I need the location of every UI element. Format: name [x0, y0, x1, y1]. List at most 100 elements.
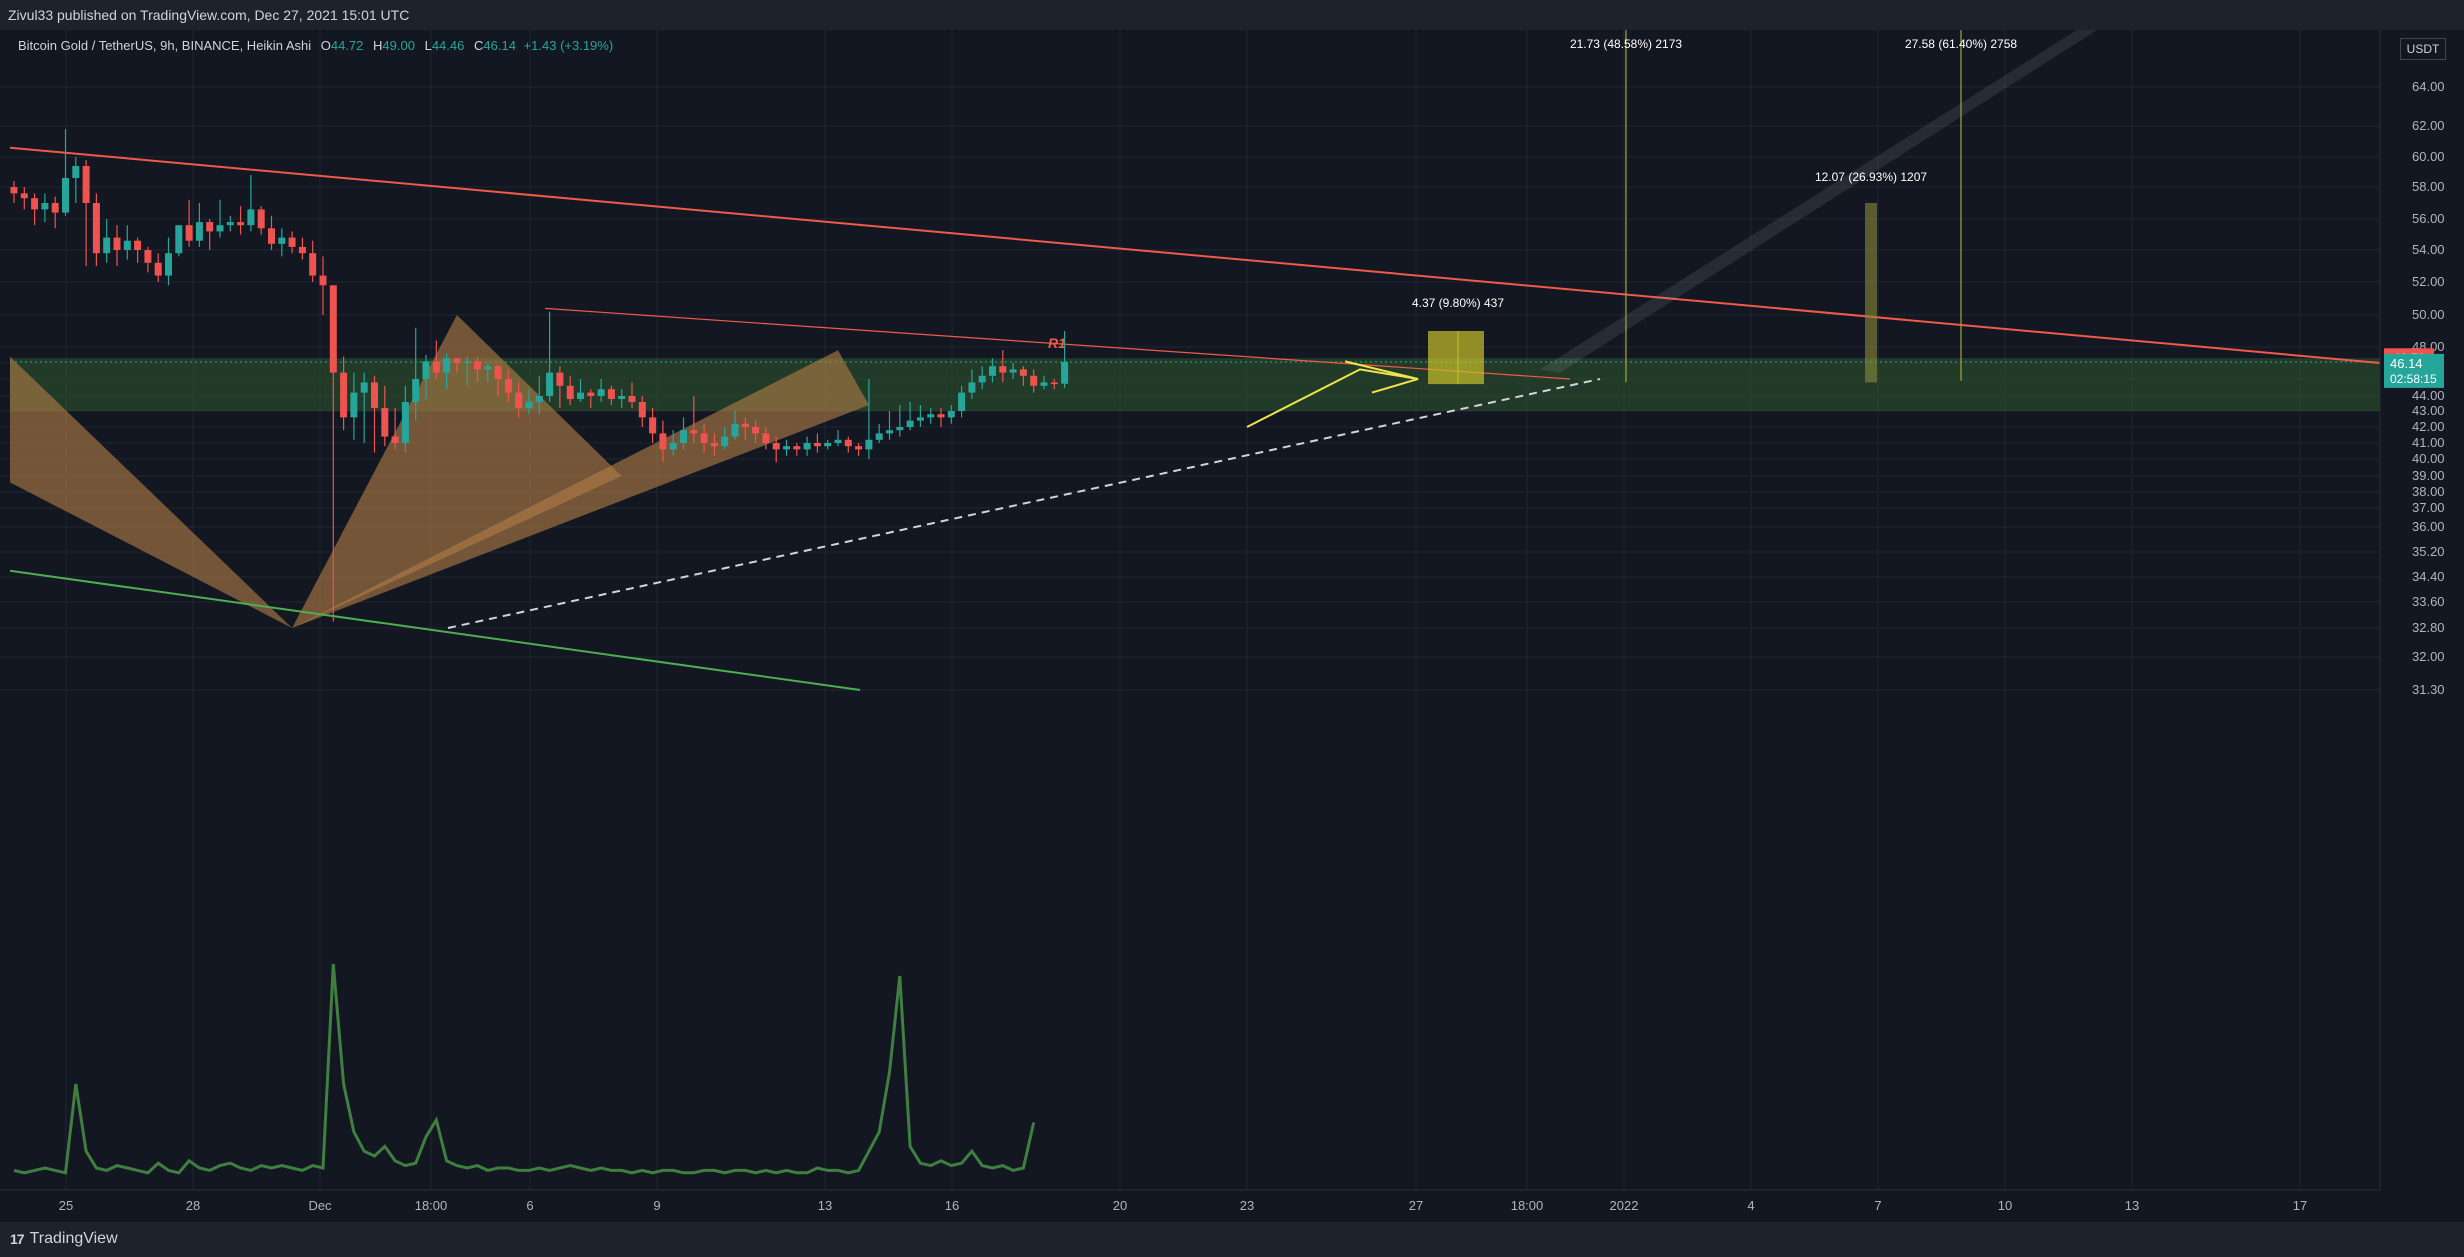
- pattern-triangle: [292, 315, 622, 628]
- candle-body: [319, 275, 327, 286]
- candle-body: [216, 225, 224, 232]
- symbol-label[interactable]: Bitcoin Gold / TetherUS, 9h, BINANCE, He…: [18, 38, 312, 53]
- candle-body: [206, 222, 214, 232]
- candle-body: [875, 433, 883, 440]
- candle-body: [752, 427, 760, 434]
- x-tick-label: 17: [2293, 1198, 2307, 1213]
- candle-body: [535, 396, 543, 402]
- candle-body: [813, 443, 821, 447]
- x-tick-label: 20: [1113, 1198, 1127, 1213]
- pennant-lines: [1246, 368, 1419, 428]
- y-tick-label: 60.00: [2412, 149, 2445, 164]
- x-tick-label: 25: [59, 1198, 73, 1213]
- resistance-trendline: [9, 146, 2381, 364]
- y-tick-label: 56.00: [2412, 211, 2445, 226]
- candle-body: [855, 446, 863, 450]
- y-tick-label: 42.00: [2412, 419, 2445, 434]
- candle-body: [92, 203, 100, 254]
- volume-line: [13, 963, 1036, 1175]
- candle-body: [391, 436, 399, 443]
- candle-body: [453, 358, 461, 363]
- candle-body: [350, 392, 358, 418]
- candle-body: [896, 427, 904, 431]
- x-tick-label: 4: [1747, 1198, 1754, 1213]
- y-tick-label: 33.60: [2412, 594, 2445, 609]
- current-price-label: 46.14: [2390, 356, 2423, 371]
- candle-body: [587, 392, 595, 396]
- candle-body: [412, 379, 420, 402]
- candle-body: [958, 392, 966, 411]
- x-tick-label: 7: [1874, 1198, 1881, 1213]
- y-tick-label: 36.00: [2412, 519, 2445, 534]
- candle-body: [185, 225, 193, 241]
- candle-body: [515, 392, 523, 408]
- close-label: C: [474, 38, 484, 53]
- candle-body: [546, 372, 554, 396]
- candle-body: [978, 375, 986, 383]
- candle-body: [999, 366, 1007, 373]
- candle-body: [62, 178, 69, 213]
- harmonic-patterns: [10, 315, 869, 628]
- candle-body: [886, 430, 893, 434]
- x-tick-label: 9: [653, 1198, 660, 1213]
- candle-body: [195, 222, 203, 241]
- candle-body: [144, 250, 152, 263]
- candle-body: [659, 433, 667, 450]
- candle-body: [556, 372, 564, 386]
- candle-body: [226, 222, 234, 226]
- close-value: 46.14: [483, 38, 516, 53]
- candle-body: [989, 366, 996, 376]
- y-tick-label: 35.20: [2412, 544, 2445, 559]
- candle-body: [298, 246, 306, 254]
- open-label: O: [320, 38, 331, 53]
- y-tick-label: 40.00: [2412, 451, 2445, 466]
- candle-body: [597, 389, 605, 396]
- y-tick-label: 54.00: [2412, 242, 2445, 257]
- candle-body: [649, 417, 657, 434]
- candle-body: [803, 443, 811, 450]
- y-tick-label: 43.00: [2412, 403, 2445, 418]
- candle-body: [175, 225, 183, 254]
- x-tick-label: 18:00: [1511, 1198, 1544, 1213]
- price-chart[interactable]: R1 4.37 (9.80%) 437 12.07 (26.93%) 1207 21…: [0, 30, 2464, 1222]
- x-tick-label: 23: [1240, 1198, 1254, 1213]
- candle-body: [906, 420, 914, 427]
- candle-body: [31, 198, 39, 210]
- candle-body: [927, 414, 935, 418]
- tradingview-logo[interactable]: 17 TradingView: [10, 1230, 118, 1248]
- candle-body: [669, 443, 677, 450]
- candle-body: [1009, 369, 1017, 373]
- candle-body: [340, 372, 348, 418]
- y-tick-label: 44.00: [2412, 388, 2445, 403]
- candle-body: [309, 253, 317, 276]
- candle-body: [82, 166, 90, 203]
- candle-body: [731, 423, 739, 437]
- x-tick-label: 6: [526, 1198, 533, 1213]
- pattern-triangle: [292, 350, 869, 628]
- measure-tools: 4.37 (9.80%) 437 12.07 (26.93%) 1207 21.73…: [1412, 30, 2017, 385]
- currency-unit-button[interactable]: USDT: [2400, 38, 2446, 60]
- x-tick-label: Dec: [308, 1198, 332, 1213]
- candle-body: [103, 237, 111, 254]
- axes: 64.00 62.00 60.00 58.00 56.00 54.00 52.00 50.00…: [0, 30, 2445, 1213]
- candle-body: [10, 187, 18, 194]
- candle-body: [638, 402, 646, 418]
- candle-body: [154, 262, 162, 276]
- measure-label-4: 27.58 (61.40%) 2758: [1905, 37, 2017, 51]
- y-tick-label: 52.00: [2412, 274, 2445, 289]
- candle-body: [1061, 361, 1069, 384]
- publisher-bar: Zivul33 published on TradingView.com, De…: [0, 0, 2464, 30]
- candle-body: [247, 209, 255, 226]
- pennant-top: [1344, 360, 1419, 380]
- grid: [0, 30, 2380, 1190]
- candle-body: [494, 366, 502, 379]
- open-value: 44.72: [330, 38, 364, 53]
- candle-body: [525, 402, 533, 408]
- x-tick-label: 16: [945, 1198, 959, 1213]
- candle-body: [710, 443, 718, 447]
- candle-body: [329, 285, 337, 373]
- x-tick-label: 28: [186, 1198, 200, 1213]
- candle-body: [463, 361, 471, 363]
- footer-bar: 17 TradingView: [0, 1222, 2464, 1257]
- candle-body: [577, 392, 584, 399]
